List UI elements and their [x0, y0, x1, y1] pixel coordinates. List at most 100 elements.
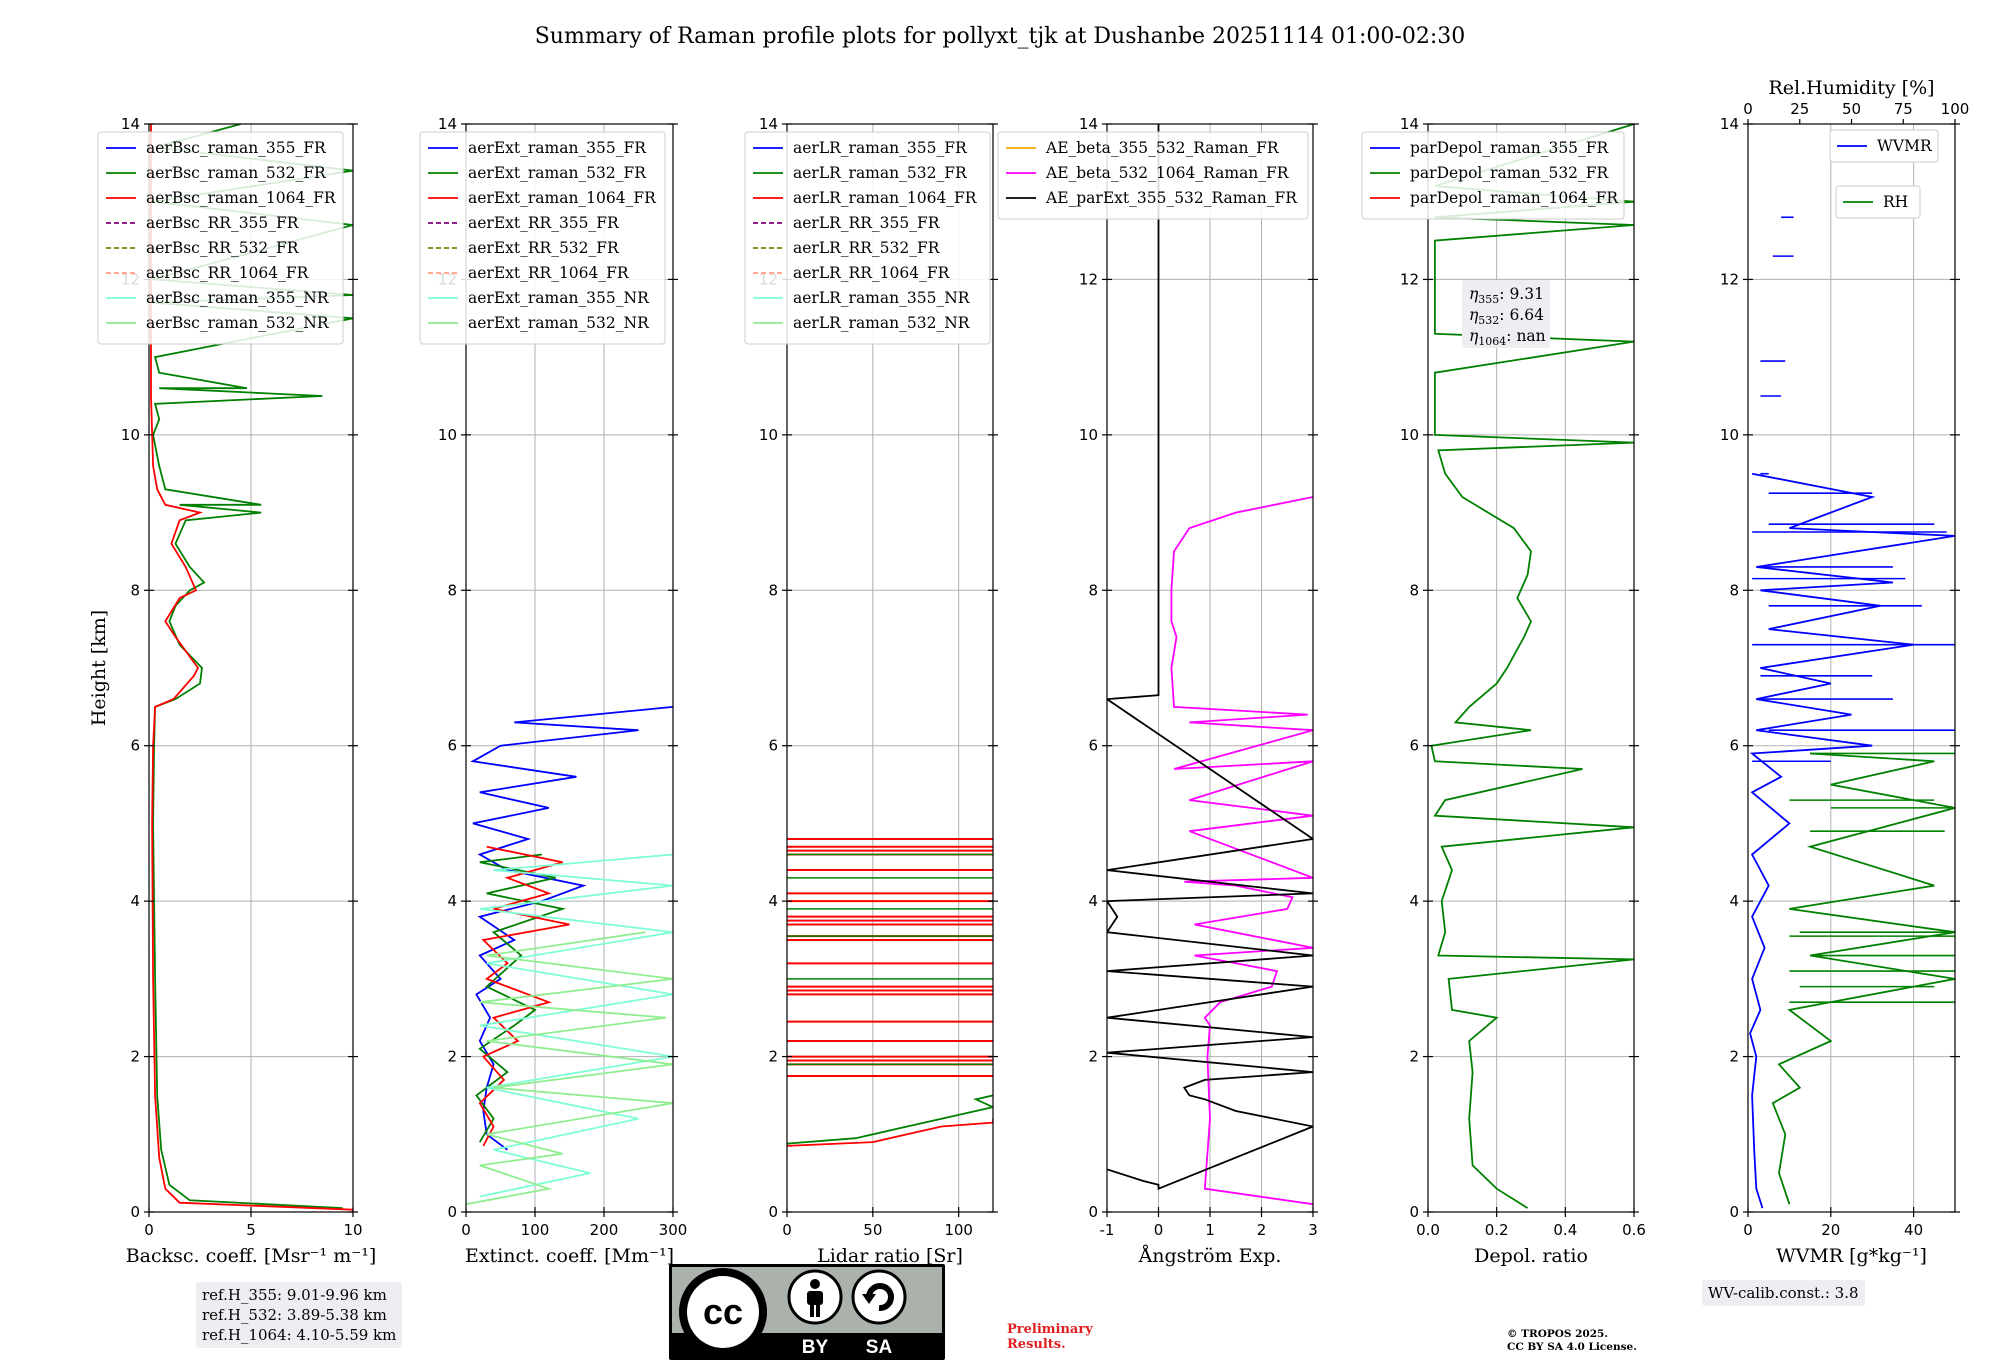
eta-box: [1462, 280, 1550, 348]
y-tick-label: 2: [1409, 1048, 1419, 1066]
wv-calib-box: WV-calib.const.: 3.8: [1702, 1280, 1865, 1306]
y-tick-label: 8: [1409, 581, 1419, 599]
y-tick-label: 12: [1400, 270, 1419, 288]
eta-532: η532: 6.64: [1469, 306, 1544, 327]
x-axis-label: Ångström Exp.: [1138, 1245, 1282, 1267]
y-tick-label: 2: [768, 1048, 778, 1066]
y-tick-label: 6: [130, 737, 140, 755]
figure-title: Summary of Raman profile plots for polly…: [535, 24, 1466, 49]
y-tick-label: 4: [447, 892, 457, 910]
x-tick-label: 100: [944, 1221, 973, 1239]
panel-6: 0 20 40 0 2 4 6 8 10 12 14 WVMR [g*kg⁻¹] 0 25 50 75 100 R…: [1720, 77, 1969, 1267]
refh-355: ref.H_355: 9.01-9.96 km: [202, 1286, 387, 1304]
axes-frame: [1427, 123, 1635, 1213]
legend: AE_beta_355_532_Raman_FR AE_beta_532_1064…: [997, 131, 1309, 220]
panel-3: 05010002468101214Lidar ratio [Sr]aerLR_r…: [744, 115, 998, 1267]
x-tick-label: 0.0: [1416, 1221, 1440, 1239]
y-tick-label: 4: [1088, 892, 1098, 910]
x-tick-label: 0: [782, 1221, 792, 1239]
y-tick-label: 0: [130, 1203, 140, 1221]
y-tick-label: 8: [1088, 581, 1098, 599]
legend-entry: WVMR: [1877, 137, 1933, 155]
preliminary-results-note: Preliminary Results.: [1007, 1322, 1093, 1352]
x-tick-label: 200: [590, 1221, 619, 1239]
legend-entry: aerExt_raman_355_FR: [468, 139, 647, 157]
x2-tick-label: 100: [1941, 100, 1970, 118]
legend-entry: AE_beta_355_532_Raman_FR: [1045, 139, 1280, 157]
y-tick-label: 10: [1720, 426, 1739, 444]
legend-box: [1835, 185, 1921, 219]
panel-5: 0.0 0.2 0.4 0.6 0 2 4 6 8 10 12 14 Depol. ratio parDe…: [1361, 115, 1646, 1267]
legend-rh: RH: [1835, 185, 1921, 219]
x2-tick-label: 25: [1790, 100, 1809, 118]
cc-by-sa-license-logo: cc BY SA: [669, 1264, 945, 1360]
legend-entry: AE_beta_532_1064_Raman_FR: [1045, 164, 1290, 182]
x-axis-label: Backsc. coeff. [Msr⁻¹ m⁻¹]: [126, 1245, 377, 1267]
attribution-person-icon: [787, 1269, 843, 1325]
copyright-note: © TROPOS 2025. CC BY SA 4.0 License.: [1507, 1328, 1637, 1354]
y-tick-label: 8: [768, 581, 778, 599]
legend-entry: aerLR_raman_532_NR: [793, 314, 971, 332]
y-tick-label: 8: [130, 581, 140, 599]
legend-box: [997, 131, 1309, 220]
y-tick-label: 10: [438, 426, 457, 444]
share-alike-icon: [851, 1269, 907, 1325]
series-aerExt_raman_532_NR: [466, 931, 673, 1206]
series-WVMR: [1749, 472, 1955, 1209]
legend-entry: aerBsc_raman_1064_FR: [146, 189, 337, 207]
x2-tick-label: 50: [1842, 100, 1861, 118]
legend-wvmr: WVMR: [1829, 129, 1939, 163]
eta-355: η355: 9.31: [1469, 285, 1544, 306]
x2-tick-label: 75: [1894, 100, 1913, 118]
svg-text:cc: cc: [703, 1291, 743, 1332]
x-tick-label: 1: [1205, 1221, 1215, 1239]
legend-entry: aerBsc_RR_532_FR: [146, 239, 300, 257]
series-parDepol_raman_532_FR: [1430, 124, 1634, 1209]
x-axis-label: Extinct. coeff. [Mm⁻¹]: [465, 1245, 674, 1267]
y-tick-label: 0: [1409, 1203, 1419, 1221]
y-tick-label: 10: [759, 426, 778, 444]
y-tick-label: 4: [1409, 892, 1419, 910]
series-aerExt_raman_355_FR: [470, 706, 673, 1151]
x-axis-label: WVMR [g*kg⁻¹]: [1776, 1245, 1927, 1267]
panel-1: 051002468101214Backsc. coeff. [Msr⁻¹ m⁻¹…: [88, 115, 376, 1267]
plot-area: [787, 837, 993, 1147]
y-tick-label: 6: [1088, 737, 1098, 755]
y-tick-label: 14: [1720, 115, 1739, 133]
reference-height-box: ref.H_355: 9.01-9.96 km ref.H_532: 3.89-…: [196, 1282, 403, 1348]
license-by-label: BY: [802, 1337, 829, 1358]
axes-frame: [1747, 123, 1956, 1213]
axes-frame: [786, 123, 994, 1213]
x-axis-label: Depol. ratio: [1474, 1245, 1588, 1267]
y-tick-label: 10: [1400, 426, 1419, 444]
x-axis-label: Lidar ratio [Sr]: [817, 1245, 963, 1267]
y-tick-label: 4: [130, 892, 140, 910]
y-tick-label: 12: [1079, 270, 1098, 288]
x-tick-label: 0: [1154, 1221, 1164, 1239]
x-tick-label: 0.2: [1485, 1221, 1509, 1239]
legend-entry: aerBsc_RR_1064_FR: [146, 264, 310, 282]
y-tick-label: 14: [759, 115, 778, 133]
legend-entry: parDepol_raman_355_FR: [1410, 139, 1610, 157]
legend-entry: aerBsc_raman_355_NR: [146, 289, 330, 307]
series-aerBsc_raman_1064_FR: [150, 124, 353, 1211]
series-aerExt_raman_355_NR: [479, 853, 673, 1198]
legend-entry: aerLR_raman_532_FR: [793, 164, 968, 182]
legend: aerExt_raman_355_FR aerExt_raman_532_FRae…: [419, 131, 666, 345]
cc-circle-icon: cc: [679, 1268, 767, 1356]
plot-area: [466, 706, 673, 1206]
preliminary-line-2: Results.: [1007, 1337, 1066, 1352]
y-tick-label: 14: [1079, 115, 1098, 133]
legend-entry: aerBsc_raman_532_NR: [146, 314, 330, 332]
x-tick-label: 20: [1821, 1221, 1840, 1239]
legend: aerLR_raman_355_FR aerLR_raman_532_FR aerL…: [744, 131, 991, 345]
y-tick-label: 10: [121, 426, 140, 444]
plot-area: [1430, 124, 1634, 1209]
y-tick-label: 8: [447, 581, 457, 599]
series-aerLR_raman_1064_FR: [787, 1118, 993, 1147]
legend: aerBsc_raman_355_FR aerBsc_raman_532_FRae…: [97, 131, 344, 345]
y-axis-label: Height [km]: [88, 610, 110, 726]
y-tick-label: 4: [768, 892, 778, 910]
